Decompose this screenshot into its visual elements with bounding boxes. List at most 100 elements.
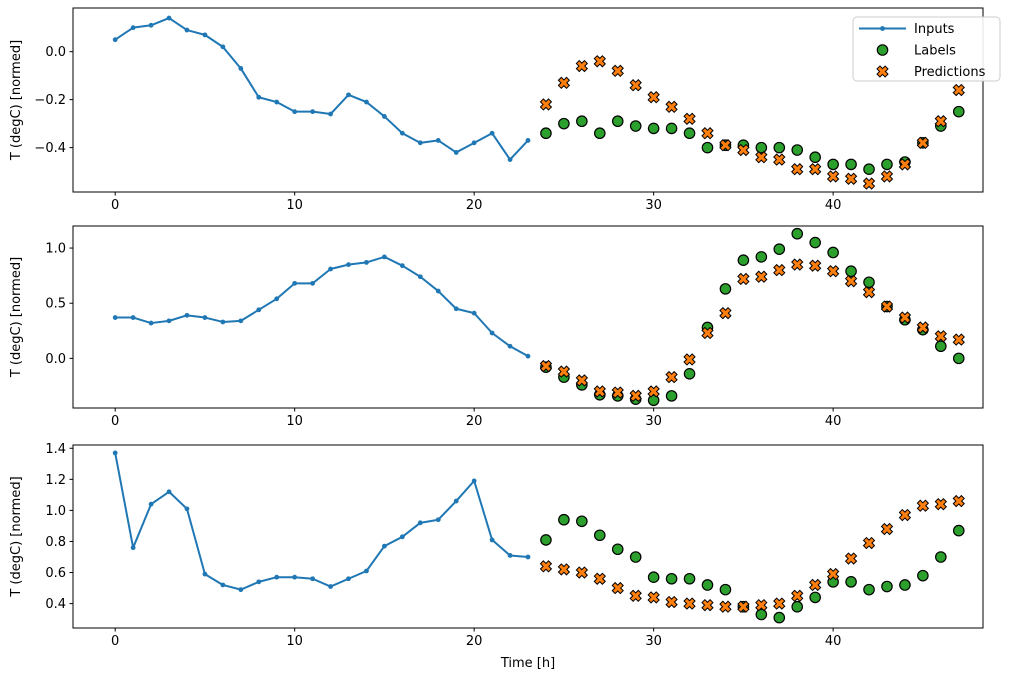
label-point-marker: [881, 580, 893, 593]
x-marker-shape: [791, 163, 804, 176]
inputs-point-marker: [130, 315, 136, 320]
inputs-point-marker: [166, 15, 172, 21]
x-tick-label: 20: [466, 414, 483, 429]
x-marker-shape: [898, 311, 912, 324]
y-axis-ticks: 1.4 1.2 1.0 0.8 0.6 0.4: [45, 442, 73, 612]
label-point-marker: [737, 254, 750, 266]
label-point-marker: [952, 352, 965, 365]
label-point-marker: [629, 551, 642, 563]
x-marker-shape: [826, 567, 840, 581]
prediction-point-marker: [719, 600, 732, 613]
prediction-point-marker: [719, 306, 732, 320]
prediction-point-marker: [952, 333, 965, 346]
x-marker-shape: [539, 560, 553, 573]
prediction-point-marker: [826, 567, 840, 581]
label-point-marker: [755, 251, 768, 263]
x-tick-label: 40: [825, 634, 842, 649]
x-tick-label: 20: [466, 198, 483, 213]
prediction-point-marker: [844, 552, 858, 565]
label-point-marker: [683, 572, 696, 585]
axes-background: [73, 226, 983, 408]
inputs-point-marker: [166, 489, 172, 495]
label-point-marker: [773, 243, 786, 255]
x-marker-shape: [593, 385, 606, 398]
subplot-1: 0 10 20 30 40 0.0 −0.2 −0.4 T (degC) [normed]: [9, 7, 984, 213]
prediction-point-marker: [737, 600, 750, 613]
inputs-point-marker: [399, 130, 405, 136]
prediction-point-marker: [575, 374, 589, 387]
inputs-point-marker: [238, 587, 244, 593]
x-marker-shape: [808, 259, 822, 272]
x-marker-shape: [737, 272, 750, 286]
label-point-marker: [683, 368, 696, 380]
x-marker-shape: [898, 508, 912, 522]
x-marker-shape: [952, 83, 965, 97]
prediction-point-marker: [773, 597, 786, 610]
x-marker-shape: [611, 386, 624, 399]
inputs-point-marker: [112, 450, 118, 456]
legend-item-inputs: Inputs: [859, 22, 955, 37]
inputs-point-marker: [417, 274, 423, 280]
inputs-point-marker: [507, 343, 513, 349]
x-marker-shape: [791, 589, 804, 603]
x-tick-label: 10: [286, 414, 303, 429]
inputs-point-marker: [453, 306, 459, 312]
x-marker-shape: [808, 163, 822, 176]
label-point-marker: [863, 163, 875, 176]
x-marker-shape: [737, 143, 750, 157]
inputs-point-marker: [471, 310, 477, 316]
prediction-point-marker: [701, 326, 714, 340]
label-point-marker: [683, 127, 696, 140]
prediction-point-marker: [611, 581, 624, 595]
prediction-point-marker: [647, 591, 660, 604]
prediction-point-marker: [898, 508, 912, 522]
inputs-point-marker: [202, 32, 208, 38]
inputs-point-marker: [292, 280, 298, 286]
label-point-marker: [665, 122, 678, 135]
label-point-marker: [809, 591, 821, 604]
label-point-marker: [647, 122, 660, 135]
prediction-point-marker: [808, 259, 822, 272]
legend-x-icon: [876, 65, 889, 78]
y-axis-ticks: 0.0 −0.2 −0.4: [34, 45, 73, 156]
x-marker-shape: [647, 385, 660, 398]
label-point-marker: [827, 158, 839, 171]
x-marker-shape: [826, 170, 840, 183]
label-point-marker: [773, 141, 786, 154]
prediction-point-marker: [647, 91, 660, 104]
legend: Inputs Labels Predictions: [852, 16, 1001, 82]
predictions-scatter-series: [539, 494, 965, 613]
predictions-scatter-series: [539, 55, 965, 190]
inputs-point-marker: [453, 150, 459, 155]
x-marker-shape: [844, 172, 858, 185]
label-point-marker: [935, 551, 947, 563]
x-axis-ticks: 0 10 20 30 40: [111, 192, 841, 213]
inputs-line: [114, 452, 529, 591]
inputs-point-marker: [364, 260, 369, 265]
label-point-marker: [791, 600, 804, 613]
prediction-point-marker: [826, 170, 840, 183]
legend-label: Labels: [914, 44, 956, 59]
x-marker-shape: [952, 494, 965, 508]
inputs-point-marker: [489, 130, 495, 136]
x-marker-shape: [844, 552, 858, 565]
x-marker-shape: [629, 79, 642, 92]
label-point-marker: [558, 513, 570, 526]
inputs-point-marker: [507, 157, 513, 163]
label-point-marker: [719, 583, 732, 596]
label-point-marker: [540, 534, 552, 546]
predictions-scatter-series: [539, 258, 965, 403]
x-marker-shape: [719, 139, 732, 152]
label-point-marker: [576, 115, 588, 128]
prediction-point-marker: [539, 560, 553, 573]
label-point-marker: [773, 611, 786, 624]
y-tick-label: 1.2: [45, 473, 66, 488]
x-marker-shape: [719, 306, 732, 320]
inputs-point-marker: [471, 478, 477, 484]
label-point-marker: [611, 115, 624, 128]
x-marker-shape: [629, 389, 642, 403]
x-tick-label: 30: [645, 414, 662, 429]
y-tick-label: 0.5: [45, 297, 66, 312]
inputs-point-marker: [274, 99, 280, 105]
inputs-point-marker: [435, 517, 441, 523]
